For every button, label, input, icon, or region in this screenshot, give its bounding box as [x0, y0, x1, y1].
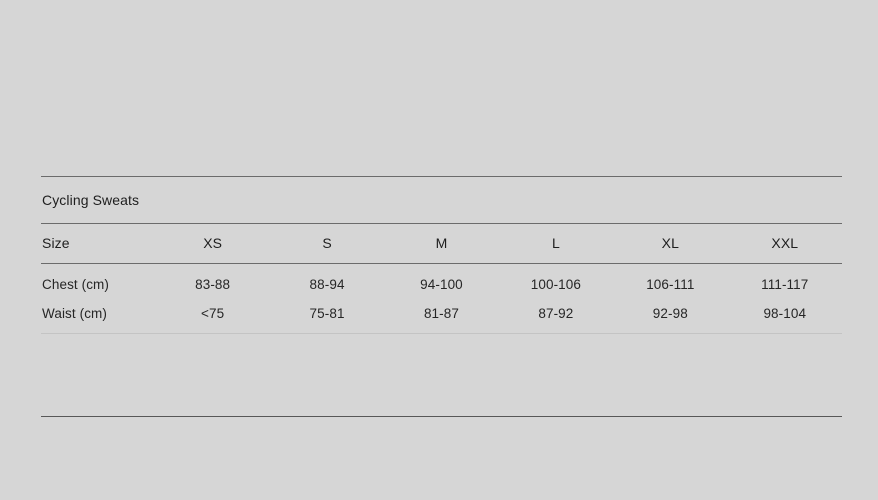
page: Cycling Sweats Size XS S M L XL XXL Chest (cm)… — [0, 176, 878, 500]
column-header-s: S — [269, 224, 385, 264]
size-value-cell: 98-104 — [727, 299, 842, 334]
size-value-cell: <75 — [155, 299, 270, 334]
column-header-xs: XS — [155, 224, 270, 264]
column-header-m: M — [384, 224, 499, 264]
column-header-xxl: XXL — [727, 224, 842, 264]
size-chart-title: Cycling Sweats — [41, 177, 842, 224]
size-value-cell: 88-94 — [309, 276, 345, 292]
table-header-row: Size XS S M L XL XXL — [41, 224, 842, 264]
size-value-cell: 100-106 — [530, 276, 582, 292]
size-value-cell: 83-88 — [195, 276, 231, 292]
size-value-cell: 92-98 — [613, 299, 728, 334]
row-label: Waist (cm) — [41, 299, 156, 334]
size-value-cell: 111-117 — [761, 276, 809, 292]
size-value-cell: 75-81 — [269, 299, 385, 334]
row-label: Chest (cm) — [42, 276, 110, 292]
size-value-cell: 81-87 — [384, 299, 499, 334]
column-header-l: L — [498, 224, 614, 264]
size-chart-table: Size XS S M L XL XXL Chest (cm) 83-88 88-94 94-10… — [41, 224, 842, 334]
column-header-size: Size — [41, 224, 156, 264]
size-value-cell: 87-92 — [498, 299, 614, 334]
section-divider — [41, 415, 842, 417]
column-header-xl: XL — [613, 224, 728, 264]
table-row: Waist (cm) <75 75-81 81-87 87-92 92-98 98-104 — [41, 299, 842, 334]
size-chart-section: Cycling Sweats Size XS S M L XL XXL Chest (cm)… — [41, 176, 842, 334]
size-value-cell: 106-111 — [646, 276, 695, 292]
size-value-cell: 94-100 — [420, 276, 463, 292]
table-row: Chest (cm) 83-88 88-94 94-100 100-106 106-111… — [41, 263, 842, 299]
